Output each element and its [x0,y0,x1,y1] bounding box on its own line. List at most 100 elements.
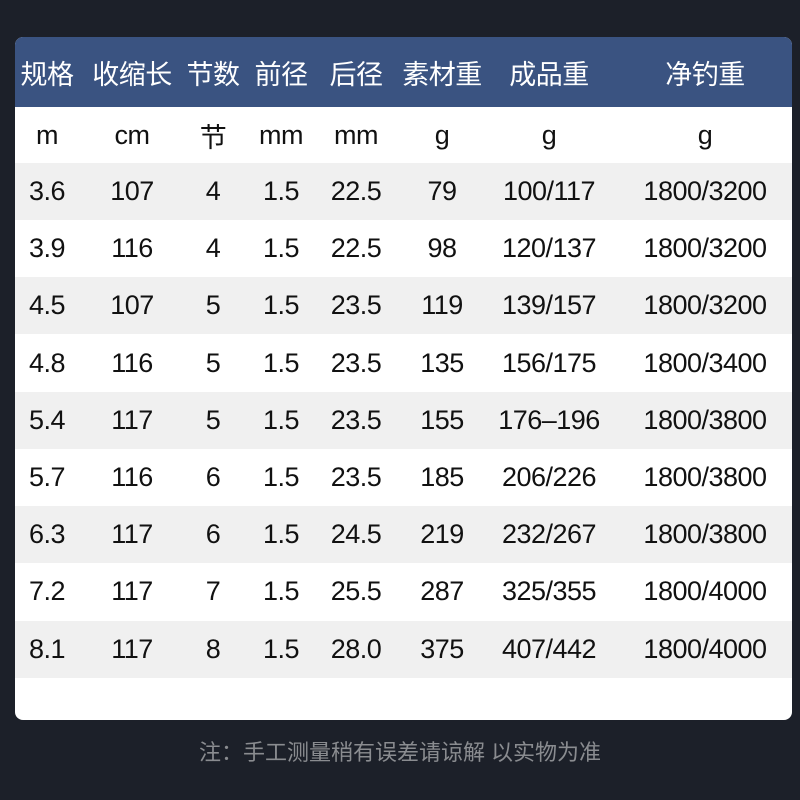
table-cell: mm [334,119,378,150]
table-cell: 107 [110,176,154,206]
table-cell: 116 [111,233,153,264]
table-row: 6.3 117 6 1.5 24.5 219 232/267 1800/3800 [15,506,792,564]
table-cell: 4.5 [28,290,66,321]
table-cell: 22.5 [330,233,382,264]
table-cell: 232/267 [501,519,597,550]
table-cell: 176–196 [498,404,600,435]
table-cell: 23.5 [330,462,382,492]
table-cell: 1.5 [262,462,300,492]
table-cell: g [434,119,450,150]
table-cell: 规格 [20,59,75,90]
table-cell: 1.5 [262,290,300,321]
table-cell: 23.5 [330,347,382,378]
table-cell: 5 [205,347,221,378]
table-cell: 100/117 [502,176,596,206]
table-cell: 1800/3400 [643,347,767,378]
table-cell: mm [259,119,303,150]
table-cell: 139/157 [501,290,597,321]
table-units-row: m cm 节 mm mm g g g [15,107,792,163]
table-cell: 8 [205,633,221,664]
table-cell: 155 [420,404,464,435]
table-cell: 24.5 [330,519,382,550]
table-cell: g [697,119,713,150]
table-cell: 3.9 [28,233,66,264]
table-row: 4.8 116 5 1.5 23.5 135 156/175 1800/3400 [15,335,792,392]
table-cell: 1.5 [262,233,300,264]
table-row: 5.4 117 5 1.5 23.5 155 176–196 1800/3800 [15,391,792,449]
table-cell: 28.0 [330,633,382,664]
table-cell: 407/442 [501,633,597,664]
table-cell: 5 [205,290,221,321]
table-cell: 成品重 [509,59,589,90]
table-cell: 5 [205,404,221,435]
table-cell: g [541,119,557,150]
table-cell: 5.4 [28,404,66,435]
table-cell: 1.5 [262,519,300,550]
table-row: 3.6 107 4 1.5 22.5 79 100/117 1800/3200 [15,163,792,220]
table-cell: 98 [427,233,457,264]
table-cell: 219 [420,519,464,550]
table-row: 5.7 116 6 1.5 23.5 185 206/226 1800/3800 [15,449,792,506]
table-cell: 116 [111,462,153,492]
table-cell: 1800/3800 [643,462,767,492]
table-cell: 1.5 [262,404,300,435]
table-cell: 6 [205,519,221,550]
table-cell: 前径 [254,59,309,90]
table-cell: 79 [427,176,457,206]
table-cell: 5.7 [28,462,66,492]
table-cell: 1.5 [262,576,300,607]
footnote: 注：手工测量稍有误差请谅解 以实物为准 [198,740,602,765]
spec-table: 规格 收缩长 节数 前径 后径 素材重 成品重 净钓重 m cm 节 mm mm g g g 3.6 107 4… [15,37,792,720]
table-cell: m [36,119,59,150]
table-cell: 117 [111,519,153,550]
table-row: 8.1 117 8 1.5 28.0 375 407/442 1800/4000 [15,620,792,678]
table-cell: 325/355 [501,576,597,607]
table-cell: 287 [420,576,464,607]
table-cell: 4 [205,176,221,206]
table-cell: 4.8 [28,347,66,378]
table-cell: 23.5 [330,404,382,435]
table-cell: 6.3 [28,519,66,550]
table-cell: 1800/4000 [643,576,767,607]
table-cell: 116 [111,347,153,378]
table-cell: 107 [110,290,154,321]
table-cell: 1800/3200 [643,176,767,206]
table-cell: 1800/4000 [643,633,767,664]
table-row: 4.5 107 5 1.5 23.5 119 139/157 1800/3200 [15,277,792,335]
table-cell: 206/226 [501,462,597,492]
table-cell: 8.1 [28,633,66,664]
table-cell: 1800/3800 [643,519,767,550]
table-cell: 1800/3800 [643,404,767,435]
table-cell: 收缩长 [92,59,172,90]
table-cell: 25.5 [330,576,382,607]
table-cell: 135 [420,347,464,378]
table-cell: 3.6 [28,176,66,206]
table-cell: 7.2 [28,576,66,607]
table-cell: 117 [111,404,153,435]
table-cell: 净钓重 [665,59,745,90]
table-row: 3.9 116 4 1.5 22.5 98 120/137 1800/3200 [15,220,792,277]
table-cell: 22.5 [330,176,382,206]
table-cell: 1800/3200 [643,233,767,264]
table-cell: 117 [111,576,153,607]
table-cell: cm [114,119,151,150]
table-cell: 后径 [329,59,384,90]
table-cell: 119 [421,290,463,321]
table-cell: 7 [205,576,221,607]
table-cell: 4 [205,233,221,264]
table-cell: 156/175 [501,347,597,378]
table-cell: 素材重 [402,59,482,90]
table-cell: 1.5 [262,347,300,378]
table-cell: 120/137 [501,233,597,264]
table-cell: 23.5 [330,290,382,321]
table-cell: 6 [205,462,221,492]
table-cell: 117 [111,633,153,664]
table-cell: 节 [199,122,227,153]
table-cell: 185 [420,462,464,492]
table-cell: 节数 [186,59,241,90]
table-cell: 375 [420,633,464,664]
table-cell: 1800/3200 [643,290,767,321]
table-cell: 1.5 [262,633,300,664]
table-header-row: 规格 收缩长 节数 前径 后径 素材重 成品重 净钓重 [15,37,792,107]
table-row: 7.2 117 7 1.5 25.5 287 325/355 1800/4000 [15,563,792,620]
